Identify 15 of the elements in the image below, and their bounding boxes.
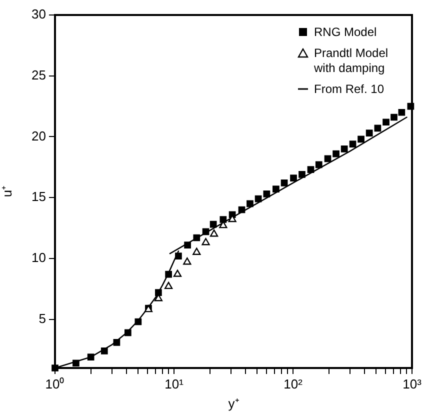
legend-label: RNG Model — [314, 25, 378, 40]
x-axis-title: y⁺ — [228, 396, 239, 411]
y-tick-label: 20 — [32, 128, 46, 144]
legend-label: Prandtl Model with damping — [314, 46, 390, 76]
y-tick-label: 10 — [32, 250, 46, 266]
y-tick-label: 25 — [32, 67, 46, 82]
legend-label: From Ref. 10 — [314, 82, 386, 97]
x-tick-label: 10¹ — [164, 376, 184, 392]
y-tick-label: 30 — [32, 6, 46, 22]
x-tick-label: 10² — [284, 376, 304, 392]
y-axis-title: u⁺ — [0, 186, 14, 198]
x-tick-label: 10⁰ — [45, 376, 65, 392]
y-tick-label: 15 — [32, 189, 46, 204]
x-tick-label: 10³ — [402, 376, 422, 392]
y-tick-label: 5 — [38, 310, 46, 326]
